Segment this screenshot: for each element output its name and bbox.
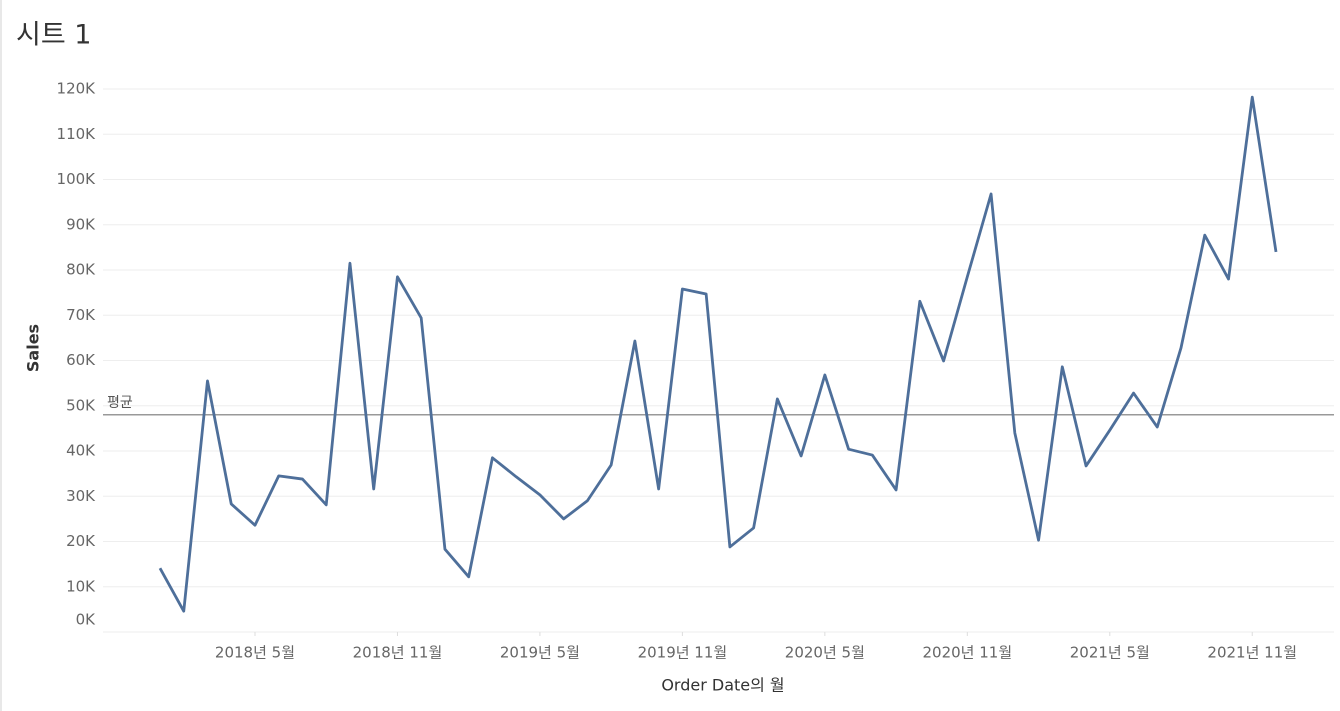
y-tick-label: 30K xyxy=(66,487,96,505)
y-tick-label: 0K xyxy=(76,611,97,629)
x-tick-label: 2020년 5월 xyxy=(785,644,865,662)
x-tick-label: 2020년 11월 xyxy=(922,644,1012,662)
y-tick-label: 20K xyxy=(66,532,96,550)
chart-title: 시트 1 xyxy=(16,20,91,51)
y-tick-label: 50K xyxy=(66,396,96,414)
y-axis-title: Sales xyxy=(24,324,43,372)
x-axis-title: Order Date의 월 xyxy=(661,676,784,695)
x-tick-label: 2018년 5월 xyxy=(215,644,295,662)
y-tick-label: 60K xyxy=(66,351,96,369)
x-tick-label: 2019년 11월 xyxy=(638,644,728,662)
y-tick-label: 80K xyxy=(66,261,96,279)
x-tick-label: 2021년 11월 xyxy=(1207,644,1297,662)
y-tick-label: 90K xyxy=(66,215,96,233)
x-tick-label: 2021년 5월 xyxy=(1070,644,1150,662)
y-tick-label: 40K xyxy=(66,442,96,460)
y-tick-label: 10K xyxy=(66,577,96,595)
y-tick-label: 120K xyxy=(57,80,97,98)
y-tick-label: 70K xyxy=(66,306,96,324)
y-tick-label: 100K xyxy=(57,170,97,188)
y-tick-label: 110K xyxy=(57,125,97,143)
x-tick-label: 2019년 5월 xyxy=(500,644,580,662)
x-tick-label: 2018년 11월 xyxy=(353,644,443,662)
line-series xyxy=(158,95,1278,613)
reference-label: 평균 xyxy=(107,395,133,411)
